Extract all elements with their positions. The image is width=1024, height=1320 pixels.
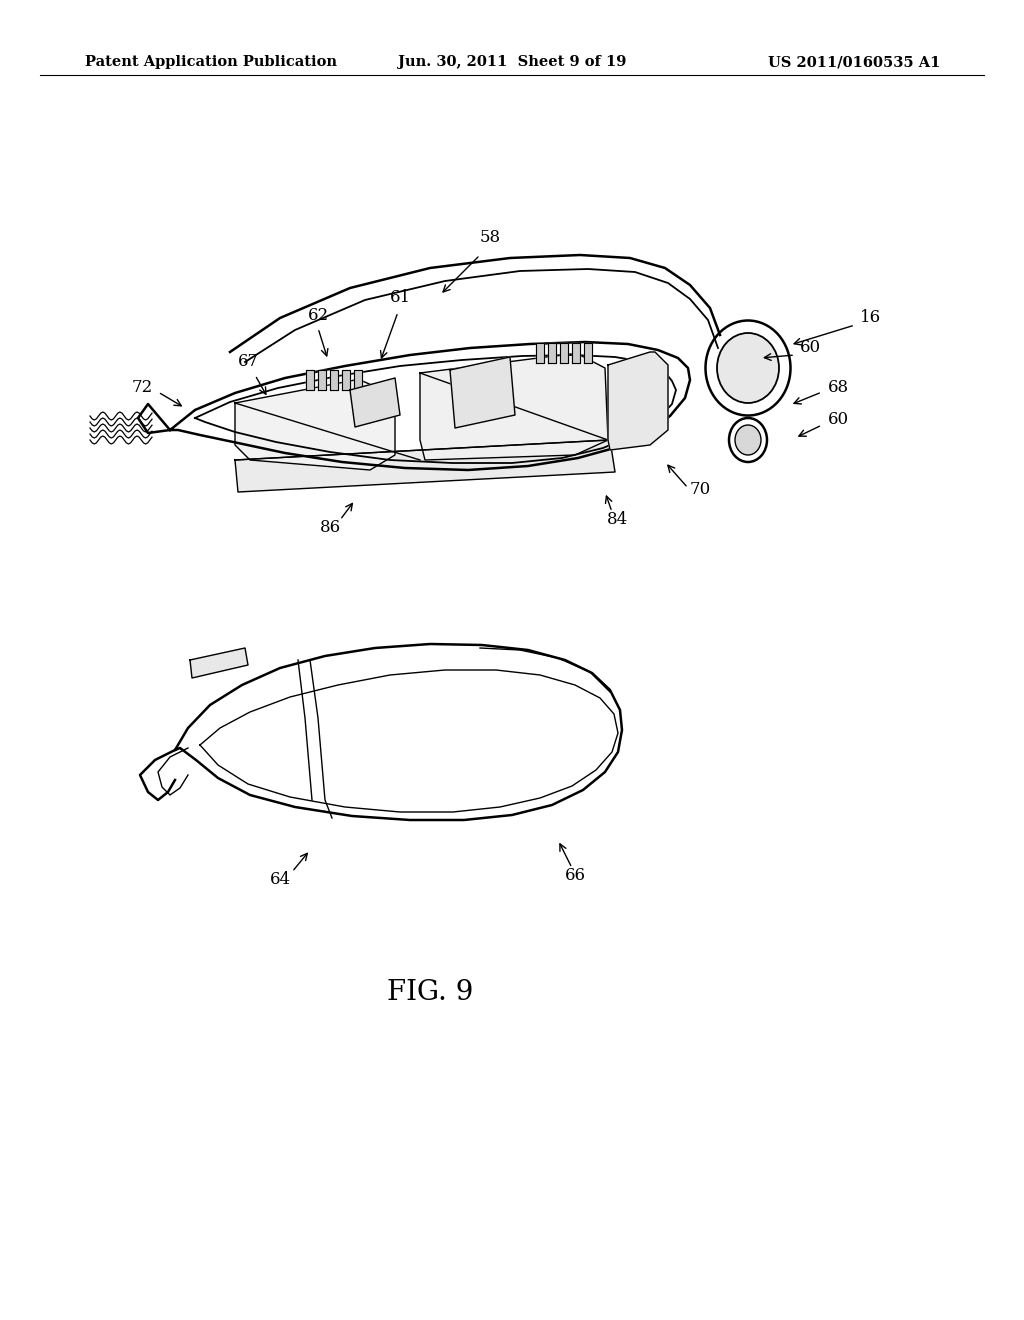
Text: 16: 16 <box>859 309 881 326</box>
Polygon shape <box>234 380 395 470</box>
Polygon shape <box>548 343 556 363</box>
Text: 60: 60 <box>800 339 820 356</box>
Ellipse shape <box>717 333 779 403</box>
Polygon shape <box>190 648 248 678</box>
Text: US 2011/0160535 A1: US 2011/0160535 A1 <box>768 55 940 69</box>
Text: 72: 72 <box>131 380 153 396</box>
Polygon shape <box>306 370 314 389</box>
Polygon shape <box>354 370 362 389</box>
Text: 60: 60 <box>827 412 849 429</box>
Text: Jun. 30, 2011  Sheet 9 of 19: Jun. 30, 2011 Sheet 9 of 19 <box>397 55 627 69</box>
Polygon shape <box>342 370 350 389</box>
Polygon shape <box>560 343 568 363</box>
Polygon shape <box>350 378 400 426</box>
Text: 86: 86 <box>319 520 341 536</box>
Text: 62: 62 <box>307 306 329 323</box>
Polygon shape <box>450 356 515 428</box>
Text: 84: 84 <box>607 511 629 528</box>
Polygon shape <box>584 343 592 363</box>
Text: 67: 67 <box>238 354 259 371</box>
Text: 66: 66 <box>564 867 586 884</box>
Polygon shape <box>608 352 668 450</box>
Polygon shape <box>234 440 615 492</box>
Text: 64: 64 <box>269 871 291 888</box>
Polygon shape <box>330 370 338 389</box>
Text: FIG. 9: FIG. 9 <box>387 978 473 1006</box>
Text: 58: 58 <box>479 230 501 247</box>
Polygon shape <box>318 370 326 389</box>
Text: 70: 70 <box>689 482 711 499</box>
Text: Patent Application Publication: Patent Application Publication <box>85 55 337 69</box>
Ellipse shape <box>735 425 761 455</box>
Polygon shape <box>572 343 580 363</box>
Polygon shape <box>420 354 608 459</box>
Text: 68: 68 <box>827 380 849 396</box>
Polygon shape <box>536 343 544 363</box>
Text: 61: 61 <box>389 289 411 306</box>
